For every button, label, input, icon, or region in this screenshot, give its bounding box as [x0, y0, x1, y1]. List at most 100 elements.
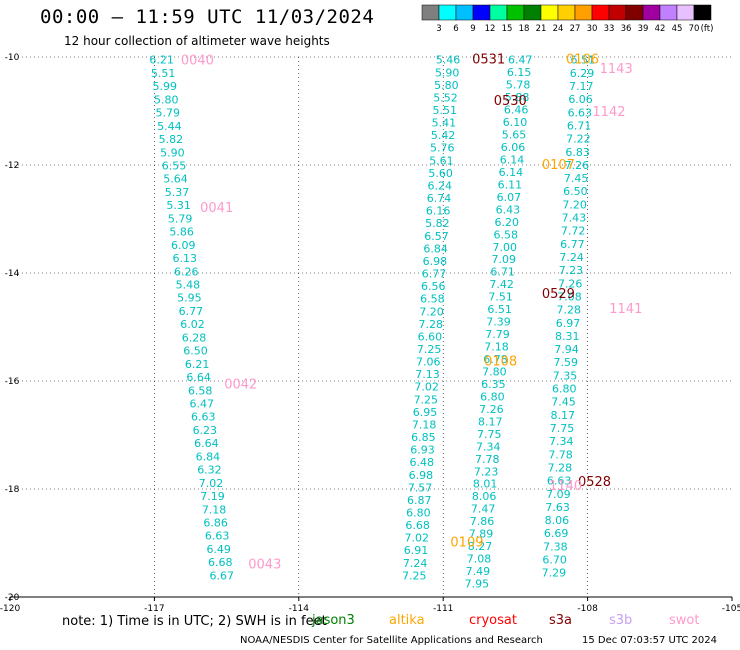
wave-height-value: 6.14 [499, 166, 524, 179]
wave-height-value: 8.06 [472, 490, 497, 503]
wave-height-value: 7.20 [419, 305, 444, 318]
wave-height-value: 7.49 [466, 565, 491, 578]
wave-height-value: 6.47 [508, 54, 533, 67]
wave-height-value: 6.50 [183, 345, 208, 358]
wave-height-value: 7.75 [550, 422, 575, 435]
wave-height-value: 6.29 [570, 67, 595, 80]
legend-swatch [608, 4, 627, 21]
pass-labels: 0040 0041 0042 0043 0531 0530 0529 0528 0106 0107… [181, 53, 642, 573]
wave-height-value: 7.02 [414, 381, 439, 394]
wave-height-value: 6.56 [421, 280, 446, 293]
wave-height-value: 5.88 [505, 91, 530, 104]
wave-height-value: 7.86 [470, 515, 495, 528]
wave-height-value: 6.83 [565, 146, 590, 159]
wave-height-value: 8.17 [551, 409, 576, 422]
wave-height-value: 6.98 [423, 255, 448, 268]
legend-tick-label: 24 [553, 24, 564, 34]
legend-tick-label: 18 [519, 24, 530, 34]
legend-tick-label: 33 [604, 24, 615, 34]
legend-tick-label: 3 [436, 24, 441, 34]
pass-label: 0528 [578, 475, 611, 490]
satellite-label-jason3: jason3 [312, 613, 355, 628]
wave-height-value: 5.46 [436, 54, 461, 67]
wave-height-value: 7.34 [549, 435, 574, 448]
wave-height-value: 7.24 [403, 557, 428, 570]
wave-height-value: 7.47 [471, 503, 496, 516]
satellite-label-altika: altika [389, 613, 425, 628]
wave-height-value: 7.34 [476, 440, 501, 453]
y-tick-label: -16 [5, 377, 20, 387]
wave-height-value: 5.82 [425, 217, 450, 230]
wave-height-value: 5.44 [157, 120, 182, 133]
wave-height-value: 7.26 [558, 277, 583, 290]
wave-height-value: 6.80 [480, 390, 505, 403]
wave-height-value: 6.21 [149, 54, 174, 67]
map-axes: -120 -117 -114 -111 -108 -105 -10 -12 -14 -16 -18 -… [0, 53, 740, 612]
wave-height-value: 6.77 [560, 238, 585, 251]
wave-height-value: 5.79 [156, 107, 181, 120]
generated-timestamp: 15 Dec 07:03:57 UTC 2024 [582, 635, 717, 646]
legend-swatch [540, 4, 559, 21]
wave-height-value: 7.20 [562, 198, 587, 211]
wave-height-value: 6.78 [483, 353, 508, 366]
wave-height-value: 7.29 [542, 567, 567, 580]
wave-height-value: 7.25 [414, 393, 439, 406]
wave-height-value: 5.65 [502, 129, 527, 142]
wave-height-value: 7.25 [402, 569, 427, 582]
legend-tick-label: 70 [689, 24, 700, 34]
wave-height-value: 7.26 [565, 159, 590, 172]
legend-swatch [676, 4, 695, 21]
legend-tick-label: 42 [655, 24, 666, 34]
wave-height-value: 6.49 [206, 543, 231, 556]
wave-height-value: 7.45 [551, 396, 576, 409]
x-tick-label: -111 [433, 604, 453, 612]
wave-height-value: 6.86 [203, 517, 228, 530]
wave-height-value: 6.58 [494, 228, 519, 241]
legend-swatch [523, 4, 542, 21]
wave-height-value: 7.78 [548, 448, 573, 461]
wave-height-value: 8.01 [473, 478, 498, 491]
wave-height-value: 6.58 [420, 293, 445, 306]
wave-height-value: 6.67 [210, 569, 235, 582]
wave-height-value: 5.51 [432, 104, 457, 117]
y-tick-label: -14 [5, 269, 20, 279]
legend-tick-label: 30 [587, 24, 598, 34]
wave-height-value: 6.85 [411, 431, 436, 444]
wave-height-value: 7.09 [491, 253, 516, 266]
wave-height-value: 7.25 [417, 343, 442, 356]
wave-height-plot: 3 6 9 12 15 18 21 24 27 30 33 36 39 42 45 70 (ft) -120 -1… [0, 4, 740, 612]
wave-height-value: 6.07 [497, 191, 522, 204]
satellite-label-swot: swot [669, 613, 700, 628]
pass-label: 0531 [472, 53, 505, 68]
wave-height-value: 7.59 [554, 356, 579, 369]
satellite-label-s3b: s3b [609, 613, 633, 628]
wave-height-value: 6.77 [422, 268, 447, 281]
wave-height-value: 6.80 [552, 383, 577, 396]
x-tick-label: -120 [0, 604, 20, 612]
wave-height-value: 6.57 [424, 230, 449, 243]
pass-label: 1143 [600, 62, 633, 77]
wave-height-value: 7.08 [557, 290, 582, 303]
wave-height-value: 7.24 [559, 251, 584, 264]
wave-height-value: 5.41 [432, 117, 457, 130]
wave-height-value: 6.70 [542, 554, 567, 567]
legend-swatch [591, 4, 610, 21]
legend-swatch [659, 4, 678, 21]
wave-height-value: 8.06 [545, 514, 570, 527]
wave-height-value: 6.50 [563, 185, 588, 198]
wave-height-value: 5.51 [151, 67, 176, 80]
wave-height-value: 7.00 [492, 241, 517, 254]
wave-height-value: 6.63 [191, 411, 216, 424]
pass-label: 0040 [181, 54, 214, 69]
wave-height-value: 7.51 [488, 291, 513, 304]
wave-height-value: 7.13 [415, 368, 440, 381]
wave-height-value: 6.63 [205, 530, 230, 543]
wave-height-value: 7.09 [546, 488, 571, 501]
wave-height-value: 8.31 [555, 330, 580, 343]
wave-height-value: 5.61 [429, 154, 454, 167]
wave-height-value: 6.20 [495, 216, 520, 229]
wave-height-value: 6.32 [197, 464, 222, 477]
x-tick-label: -114 [289, 604, 310, 612]
x-tick-label: -108 [577, 604, 598, 612]
legend-tick-label: 6 [453, 24, 458, 34]
